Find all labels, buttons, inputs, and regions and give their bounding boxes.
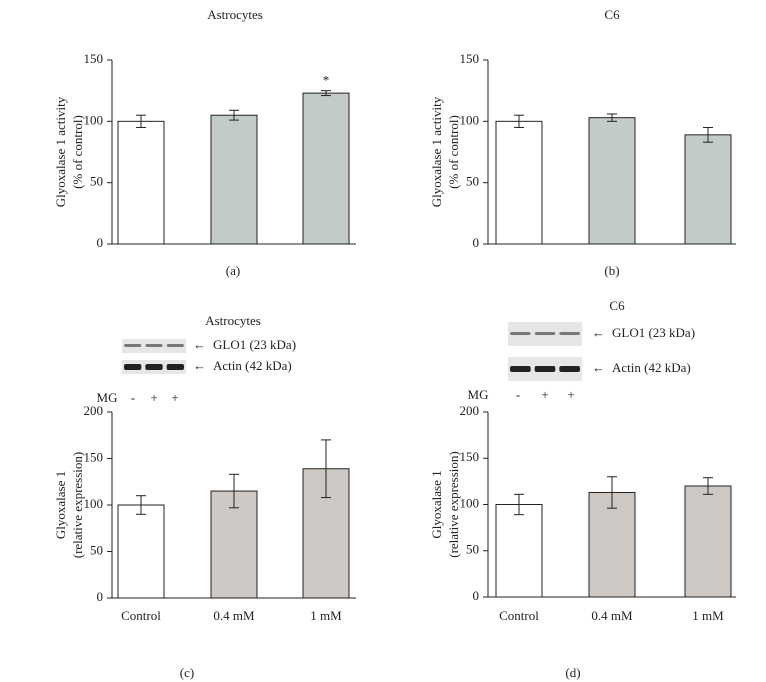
x-tick-label: 1 mM — [692, 608, 724, 623]
x-tick-label: 0.4 mM — [213, 608, 255, 623]
bar — [302, 92, 350, 245]
treatment: - — [131, 390, 135, 405]
band-label: GLO1 (23 kDa) — [612, 325, 695, 340]
panel-label: (a) — [226, 263, 240, 278]
y-tick-label: 50 — [466, 174, 479, 189]
significance-marker: * — [323, 73, 330, 88]
y-tick-label: 50 — [90, 174, 103, 189]
x-tick-label: 1 mM — [310, 608, 342, 623]
blot-band — [534, 332, 556, 335]
y-axis-label: (% of control) — [446, 115, 461, 189]
treatment: - — [516, 387, 520, 402]
panel-label: (d) — [565, 665, 580, 680]
blot-band — [145, 364, 163, 370]
y-axis-label: Glyoxalase 1 — [429, 470, 444, 538]
chart-title: Astrocytes — [205, 313, 261, 328]
y-axis-label: Glyoxalase 1 activity — [53, 96, 68, 207]
blot-arrow: ← — [592, 325, 605, 340]
chart-title: C6 — [609, 298, 625, 313]
y-tick-label: 100 — [84, 496, 104, 511]
y-tick-label: 150 — [84, 51, 104, 66]
blot-band — [166, 344, 184, 347]
bar — [117, 120, 165, 245]
treatment-label: MG — [468, 387, 489, 402]
treatment: + — [150, 390, 157, 405]
y-tick-label: 50 — [466, 542, 479, 557]
y-tick-label: 100 — [460, 112, 480, 127]
blot-band — [559, 332, 580, 335]
bar — [495, 120, 543, 245]
y-axis-label: (relative expression) — [446, 451, 461, 557]
y-tick-label: 150 — [460, 51, 480, 66]
panel-label: (b) — [604, 263, 619, 278]
y-tick-label: 200 — [84, 403, 104, 418]
y-tick-label: 200 — [460, 403, 480, 418]
x-tick-label: 0.4 mM — [591, 608, 633, 623]
bar — [495, 504, 543, 598]
chart-title: C6 — [604, 7, 620, 22]
band-label: GLO1 (23 kDa) — [213, 337, 296, 352]
bar — [210, 490, 258, 599]
y-tick-label: 100 — [84, 112, 104, 127]
y-axis-label: (relative expression) — [70, 452, 85, 558]
blot-arrow: ← — [592, 360, 605, 375]
bar — [210, 114, 258, 245]
y-axis-label: Glyoxalase 1 — [53, 471, 68, 539]
blot-band — [510, 366, 531, 372]
y-tick-label: 0 — [473, 235, 480, 250]
bar — [684, 485, 732, 598]
y-tick-label: 0 — [97, 589, 104, 604]
treatment: + — [171, 390, 178, 405]
blot-band — [534, 366, 556, 372]
bar — [117, 504, 165, 599]
y-axis-label: Glyoxalase 1 activity — [429, 96, 444, 207]
bar — [588, 491, 636, 598]
blot-band — [559, 366, 580, 372]
blot-band — [124, 364, 142, 370]
band-label: Actin (42 kDa) — [612, 360, 691, 375]
y-tick-label: 150 — [84, 449, 104, 464]
blot-arrow: ← — [193, 358, 206, 373]
y-tick-label: 100 — [460, 495, 480, 510]
blot-band — [510, 332, 531, 335]
y-tick-label: 50 — [90, 542, 103, 557]
treatment-label: MG — [97, 390, 118, 405]
chart-title: Astrocytes — [207, 7, 263, 22]
blot-band — [166, 364, 184, 370]
x-tick-label: Control — [121, 608, 161, 623]
y-axis-label: (% of control) — [70, 115, 85, 189]
x-tick-label: Control — [499, 608, 539, 623]
blot-band — [124, 344, 142, 347]
blot-band — [145, 344, 163, 347]
y-tick-label: 0 — [473, 588, 480, 603]
y-tick-label: 150 — [460, 449, 480, 464]
band-label: Actin (42 kDa) — [213, 358, 292, 373]
y-tick-label: 0 — [97, 235, 104, 250]
treatment: + — [541, 387, 548, 402]
bar — [588, 117, 636, 245]
bar — [684, 134, 732, 245]
treatment: + — [567, 387, 574, 402]
panel-label: (c) — [180, 665, 194, 680]
blot-arrow: ← — [193, 337, 206, 352]
